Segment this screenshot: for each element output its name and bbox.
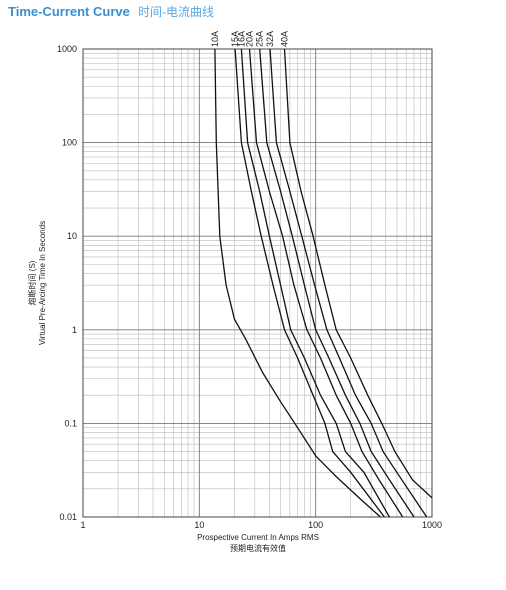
curve <box>240 48 390 518</box>
x-tick-label: 10 <box>194 520 204 530</box>
curve <box>283 48 433 499</box>
y-tick-label: 0.01 <box>59 512 77 522</box>
x-axis-label-2: 预期电流有效值 <box>230 543 286 553</box>
plot-frame <box>82 48 433 518</box>
x-tick-label: 1000 <box>422 520 442 530</box>
legend-label: 16A <box>236 31 246 47</box>
curve <box>214 48 381 518</box>
y-tick-label: 1 <box>72 325 77 335</box>
x-tick-label: 100 <box>308 520 323 530</box>
legend-label: 40A <box>280 31 290 47</box>
curve <box>269 48 428 518</box>
curve <box>259 48 415 518</box>
legend-label: 32A <box>265 31 275 47</box>
y-tick-label: 0.1 <box>64 418 77 428</box>
legend-label: 15A <box>230 31 240 47</box>
legend-label: 25A <box>255 31 265 47</box>
y-axis-label: Virtual Pre-Arcing Time In Seconds <box>38 221 47 345</box>
x-axis-label: Prospective Current In Amps RMS <box>197 533 319 542</box>
chart-subtitle: 时间-电流曲线 <box>138 5 214 19</box>
curve <box>248 48 404 518</box>
legend-label: 20A <box>245 31 255 47</box>
y-tick-label: 10 <box>67 231 77 241</box>
x-tick-label: 1 <box>80 520 85 530</box>
curve <box>234 48 385 518</box>
y-tick-label: 1000 <box>57 44 77 54</box>
legend-label: 10A <box>210 31 220 47</box>
y-tick-label: 100 <box>62 138 77 148</box>
y-axis-label-2: 熔断时间 (S) <box>27 260 37 305</box>
chart-title: Time-Current Curve <box>8 4 130 19</box>
